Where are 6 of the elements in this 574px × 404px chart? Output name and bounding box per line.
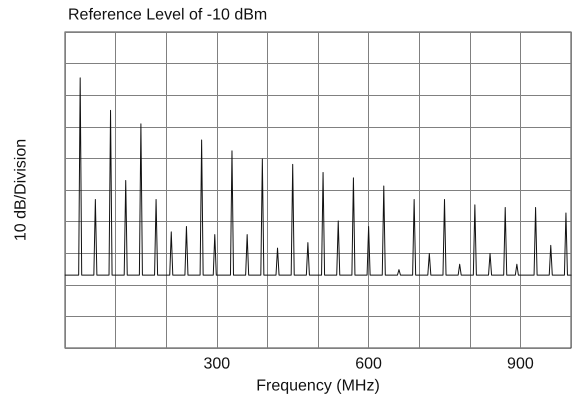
chart-title: Reference Level of -10 dBm (68, 6, 268, 24)
y-axis-title: 10 dB/Division (12, 138, 30, 242)
x-axis-title: Frequency (MHz) (256, 378, 380, 394)
x-tick-label: 900 (507, 356, 534, 372)
x-tick-label: 600 (355, 356, 382, 372)
x-tick-label: 300 (203, 356, 230, 372)
